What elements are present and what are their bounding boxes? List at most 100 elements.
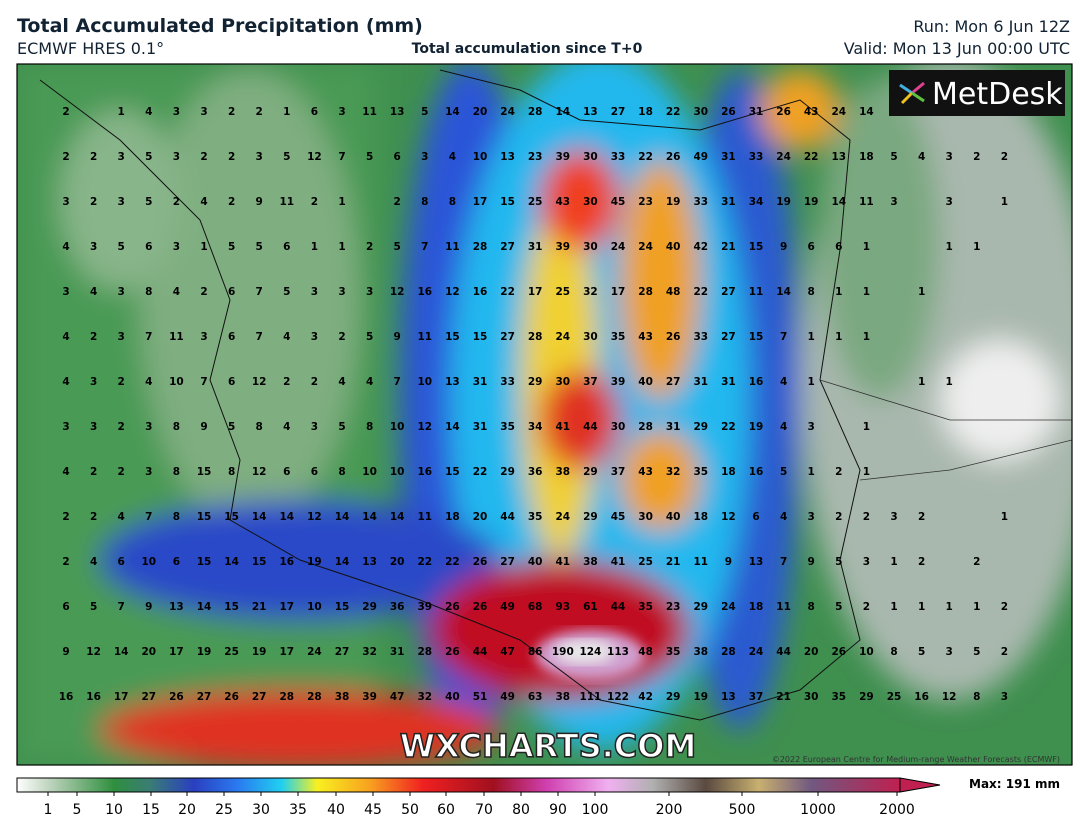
grid-value: 25 bbox=[224, 646, 239, 658]
grid-value: 3 bbox=[118, 151, 125, 163]
grid-value: 3 bbox=[118, 196, 125, 208]
grid-value: 31 bbox=[721, 376, 736, 388]
grid-value: 48 bbox=[666, 286, 681, 298]
grid-value: 40 bbox=[528, 556, 543, 568]
grid-value: 2 bbox=[118, 466, 125, 478]
grid-value: 38 bbox=[693, 646, 708, 658]
grid-value: 2 bbox=[200, 151, 207, 163]
grid-value: 49 bbox=[693, 151, 708, 163]
grid-value: 5 bbox=[918, 646, 925, 658]
grid-value: 35 bbox=[693, 466, 708, 478]
grid-value: 11 bbox=[417, 511, 432, 523]
grid-value: 27 bbox=[721, 331, 736, 343]
grid-value: 1 bbox=[311, 241, 318, 253]
grid-value: 29 bbox=[666, 691, 681, 703]
grid-value: 37 bbox=[749, 691, 764, 703]
grid-value: 122 bbox=[607, 691, 629, 703]
colorbar-arrow bbox=[899, 777, 941, 793]
colorbar-tick-label: 35 bbox=[289, 802, 307, 818]
grid-value: 14 bbox=[776, 286, 791, 298]
grid-value: 2 bbox=[1001, 601, 1008, 613]
grid-value: 6 bbox=[394, 151, 401, 163]
grid-value: 4 bbox=[283, 331, 290, 343]
logo-box bbox=[889, 70, 1065, 116]
grid-value: 42 bbox=[693, 241, 708, 253]
grid-value: 9 bbox=[62, 646, 69, 658]
grid-value: 2 bbox=[283, 376, 290, 388]
grid-value: 15 bbox=[445, 331, 460, 343]
grid-value: 8 bbox=[366, 421, 373, 433]
grid-value: 22 bbox=[666, 106, 681, 118]
colorbar-tick-label: 15 bbox=[142, 802, 160, 818]
grid-value: 24 bbox=[831, 106, 846, 118]
grid-value: 15 bbox=[224, 601, 239, 613]
grid-value: 40 bbox=[638, 376, 653, 388]
grid-value: 4 bbox=[173, 286, 180, 298]
grid-value: 2 bbox=[973, 556, 980, 568]
grid-value: 13 bbox=[831, 151, 846, 163]
grid-value: 8 bbox=[256, 421, 263, 433]
grid-value: 38 bbox=[555, 691, 570, 703]
grid-value: 4 bbox=[118, 511, 125, 523]
grid-value: 14 bbox=[279, 511, 294, 523]
grid-value: 5 bbox=[835, 601, 842, 613]
grid-value: 13 bbox=[362, 556, 377, 568]
grid-value: 12 bbox=[252, 376, 267, 388]
grid-value: 29 bbox=[693, 421, 708, 433]
grid-value: 23 bbox=[528, 151, 543, 163]
grid-value: 19 bbox=[693, 691, 708, 703]
grid-value: 44 bbox=[583, 421, 598, 433]
grid-value: 61 bbox=[583, 601, 598, 613]
grid-value: 21 bbox=[721, 241, 736, 253]
colorbar-tick-label: 200 bbox=[656, 802, 683, 818]
colorbar-tick-label: 70 bbox=[475, 802, 493, 818]
grid-value: 4 bbox=[62, 241, 69, 253]
grid-value: 4 bbox=[449, 151, 456, 163]
grid-value: 2 bbox=[228, 196, 235, 208]
grid-value: 2 bbox=[62, 151, 69, 163]
grid-value: 93 bbox=[555, 601, 570, 613]
grid-value: 2 bbox=[118, 421, 125, 433]
grid-value: 5 bbox=[228, 241, 235, 253]
colorbar-tick-label: 60 bbox=[437, 802, 455, 818]
grid-value: 2 bbox=[228, 151, 235, 163]
grid-value: 1 bbox=[918, 376, 925, 388]
grid-value: 1 bbox=[863, 421, 870, 433]
grid-value: 15 bbox=[335, 601, 350, 613]
grid-value: 8 bbox=[338, 466, 345, 478]
grid-value: 2 bbox=[90, 331, 97, 343]
grid-value: 45 bbox=[611, 196, 626, 208]
grid-value: 17 bbox=[611, 286, 626, 298]
grid-value: 28 bbox=[638, 421, 653, 433]
grid-value: 8 bbox=[973, 691, 980, 703]
grid-value: 10 bbox=[859, 646, 874, 658]
grid-value: 5 bbox=[145, 196, 152, 208]
grid-value: 25 bbox=[887, 691, 902, 703]
grid-value: 10 bbox=[307, 601, 322, 613]
grid-value: 10 bbox=[390, 466, 405, 478]
grid-value: 39 bbox=[362, 691, 377, 703]
grid-value: 48 bbox=[638, 646, 653, 658]
grid-value: 3 bbox=[118, 331, 125, 343]
grid-value: 7 bbox=[145, 511, 152, 523]
grid-value: 1 bbox=[1001, 511, 1008, 523]
grid-value: 24 bbox=[749, 646, 764, 658]
grid-value: 4 bbox=[780, 376, 787, 388]
grid-value: 30 bbox=[804, 691, 819, 703]
colorbar-tick-label: 10 bbox=[105, 802, 123, 818]
grid-value: 31 bbox=[721, 151, 736, 163]
grid-value: 27 bbox=[500, 556, 515, 568]
grid-value: 5 bbox=[780, 466, 787, 478]
grid-value: 15 bbox=[197, 556, 212, 568]
grid-value: 38 bbox=[335, 691, 350, 703]
colorbar-tick-label: 2000 bbox=[879, 802, 915, 818]
grid-value: 13 bbox=[169, 601, 184, 613]
grid-value: 16 bbox=[417, 466, 432, 478]
grid-value: 10 bbox=[417, 376, 432, 388]
grid-value: 13 bbox=[749, 556, 764, 568]
grid-value: 4 bbox=[780, 421, 787, 433]
grid-value: 5 bbox=[228, 421, 235, 433]
grid-value: 26 bbox=[169, 691, 184, 703]
grid-value: 16 bbox=[473, 286, 488, 298]
